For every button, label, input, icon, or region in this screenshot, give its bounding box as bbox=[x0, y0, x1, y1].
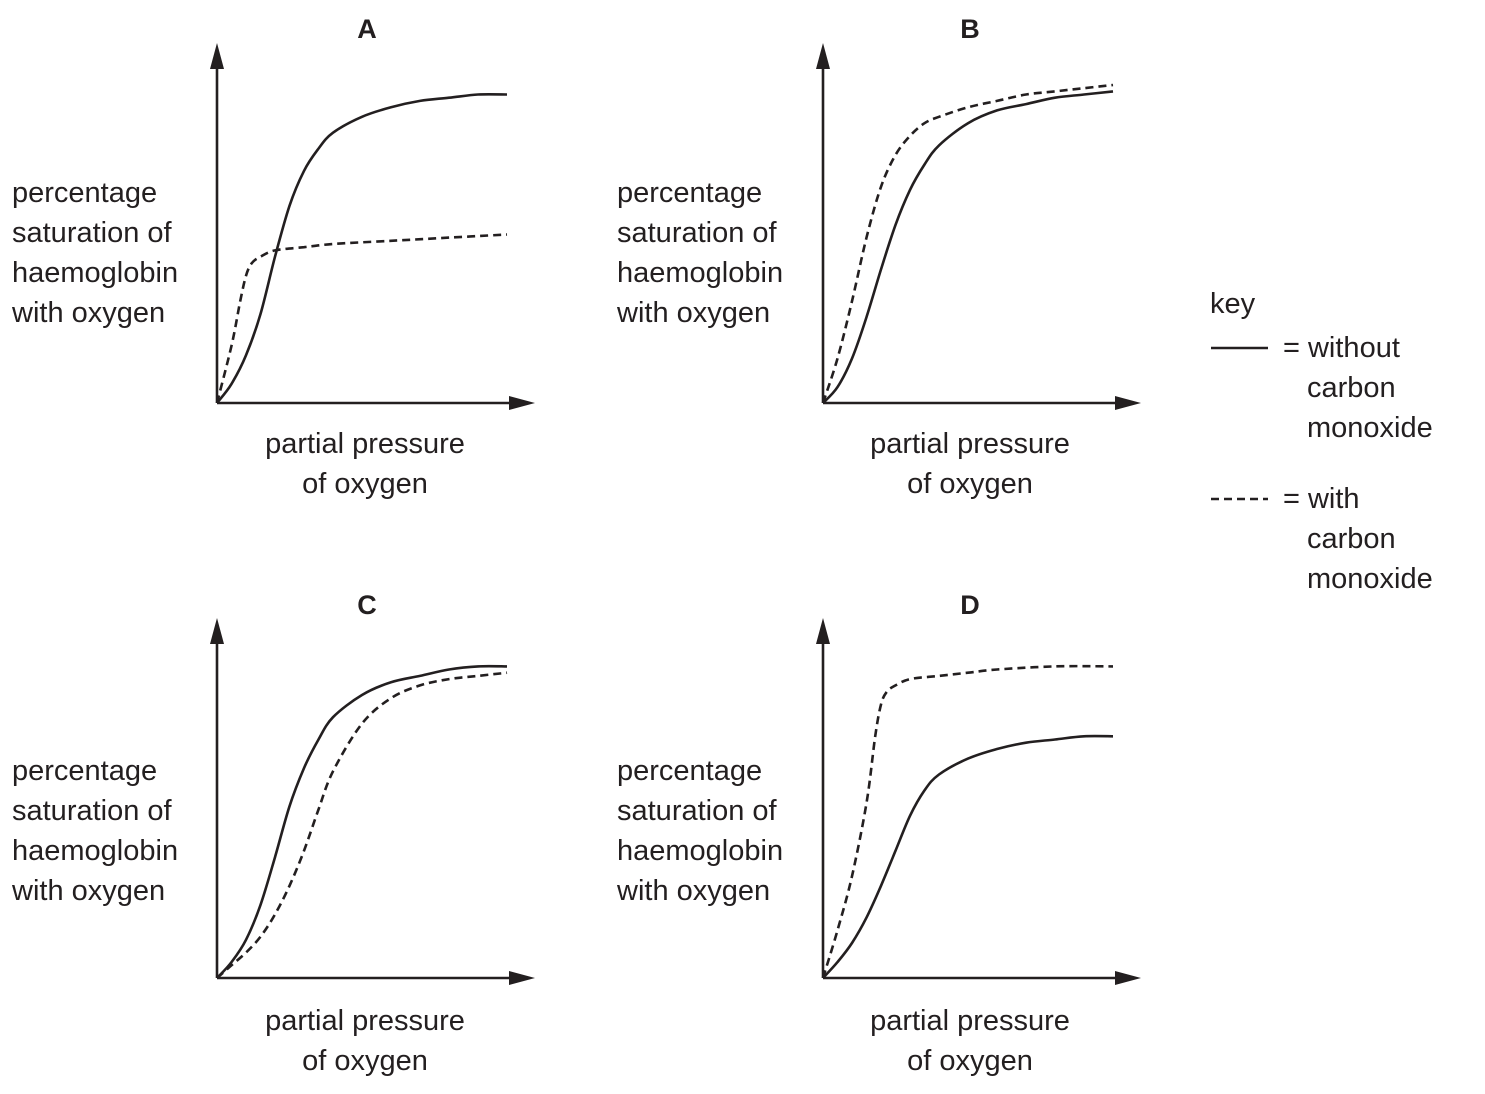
key-entry-label: monoxide bbox=[1307, 412, 1433, 444]
with-co-curve bbox=[215, 233, 508, 404]
x-axis-arrow-icon bbox=[509, 971, 535, 985]
with-co-curve bbox=[821, 83, 1114, 404]
without-co-curve bbox=[216, 664, 508, 979]
key-entry-label: = with bbox=[1283, 483, 1360, 515]
panel-title: B bbox=[960, 14, 980, 44]
y-axis-label: haemoglobin bbox=[12, 835, 178, 867]
x-axis-arrow-icon bbox=[1115, 396, 1141, 410]
panel-title: D bbox=[960, 590, 980, 620]
y-axis-label: haemoglobin bbox=[12, 257, 178, 289]
y-axis-label: percentage bbox=[617, 755, 762, 787]
y-axis-label: with oxygen bbox=[11, 297, 165, 329]
x-axis-label: of oxygen bbox=[302, 1045, 428, 1077]
y-axis-label: percentage bbox=[12, 177, 157, 209]
y-axis-label: haemoglobin bbox=[617, 835, 783, 867]
x-axis-label: of oxygen bbox=[907, 468, 1033, 500]
y-axis-arrow-icon bbox=[816, 43, 830, 69]
y-axis-label: with oxygen bbox=[616, 875, 770, 907]
x-axis-arrow-icon bbox=[1115, 971, 1141, 985]
y-axis-label: with oxygen bbox=[616, 297, 770, 329]
without-co-curve bbox=[822, 90, 1114, 404]
y-axis-arrow-icon bbox=[210, 618, 224, 644]
y-axis-arrow-icon bbox=[210, 43, 224, 69]
with-co-curve bbox=[821, 664, 1114, 979]
key-entry-label: carbon bbox=[1307, 523, 1396, 555]
key-entry-label: carbon bbox=[1307, 372, 1396, 404]
y-axis-label: saturation of bbox=[617, 795, 778, 827]
panel-title: A bbox=[357, 14, 377, 44]
x-axis-label: partial pressure bbox=[870, 428, 1070, 460]
y-axis-label: percentage bbox=[12, 755, 157, 787]
without-co-curve bbox=[822, 734, 1114, 979]
x-axis-label: of oxygen bbox=[302, 468, 428, 500]
y-axis-label: percentage bbox=[617, 177, 762, 209]
y-axis-label: with oxygen bbox=[11, 875, 165, 907]
key-entry-label: monoxide bbox=[1307, 563, 1433, 595]
x-axis-label: partial pressure bbox=[870, 1005, 1070, 1037]
y-axis-label: saturation of bbox=[12, 217, 173, 249]
panel-title: C bbox=[357, 590, 377, 620]
x-axis-label: partial pressure bbox=[265, 1005, 465, 1037]
without-co-curve bbox=[215, 92, 508, 404]
x-axis-label: partial pressure bbox=[265, 428, 465, 460]
key-title: key bbox=[1210, 288, 1256, 320]
key-entry-label: = without bbox=[1283, 332, 1400, 364]
y-axis-label: haemoglobin bbox=[617, 257, 783, 289]
y-axis-label: saturation of bbox=[617, 217, 778, 249]
y-axis-label: saturation of bbox=[12, 795, 173, 827]
x-axis-arrow-icon bbox=[509, 396, 535, 410]
y-axis-arrow-icon bbox=[816, 618, 830, 644]
x-axis-label: of oxygen bbox=[907, 1045, 1033, 1077]
with-co-curve bbox=[216, 671, 508, 979]
